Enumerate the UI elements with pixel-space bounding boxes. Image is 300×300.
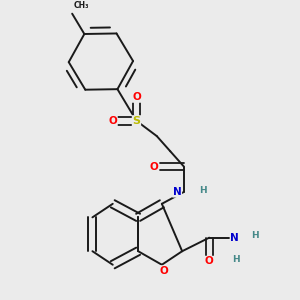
Text: O: O xyxy=(149,162,158,172)
Text: H: H xyxy=(199,186,207,195)
Text: N: N xyxy=(173,187,182,197)
Text: O: O xyxy=(132,92,141,102)
Text: N: N xyxy=(230,233,239,243)
Text: CH₃: CH₃ xyxy=(74,1,89,10)
Text: O: O xyxy=(159,266,168,276)
Text: S: S xyxy=(133,116,140,126)
Text: H: H xyxy=(252,232,259,241)
Text: H: H xyxy=(232,255,240,264)
Text: O: O xyxy=(108,116,117,126)
Text: O: O xyxy=(205,256,214,266)
